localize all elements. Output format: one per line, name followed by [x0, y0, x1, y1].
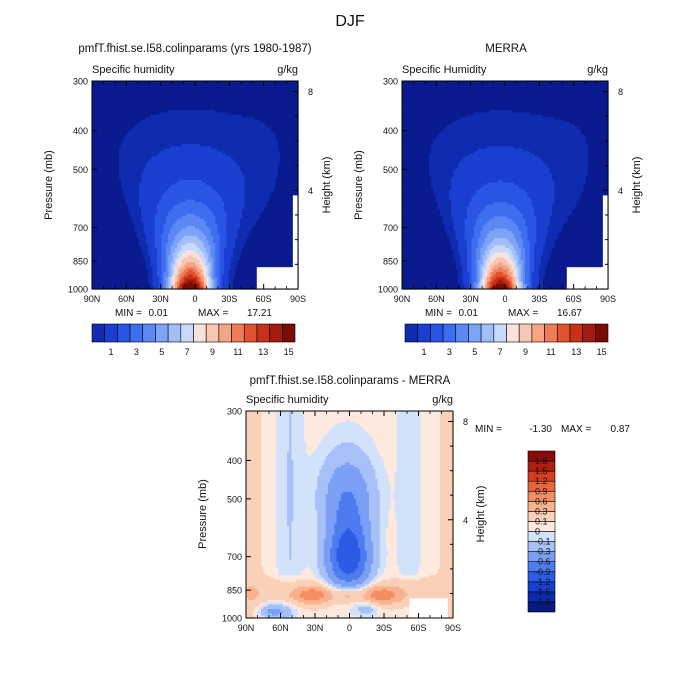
panel-model-title: pmfT.fhist.se.I58.colinparams (yrs 1980-… [78, 43, 311, 55]
figure-title: DJF [335, 13, 365, 30]
panel-model-variable: Specific humidity [92, 64, 175, 76]
panel-model-field [92, 81, 299, 290]
panel-model-units: g/kg [277, 64, 298, 76]
figure: DJF pmfT.fhist.se.I58.colinparams (yrs 1… [0, 0, 700, 700]
panel-model: pmfT.fhist.se.I58.colinparams (yrs 1980-… [43, 43, 333, 357]
